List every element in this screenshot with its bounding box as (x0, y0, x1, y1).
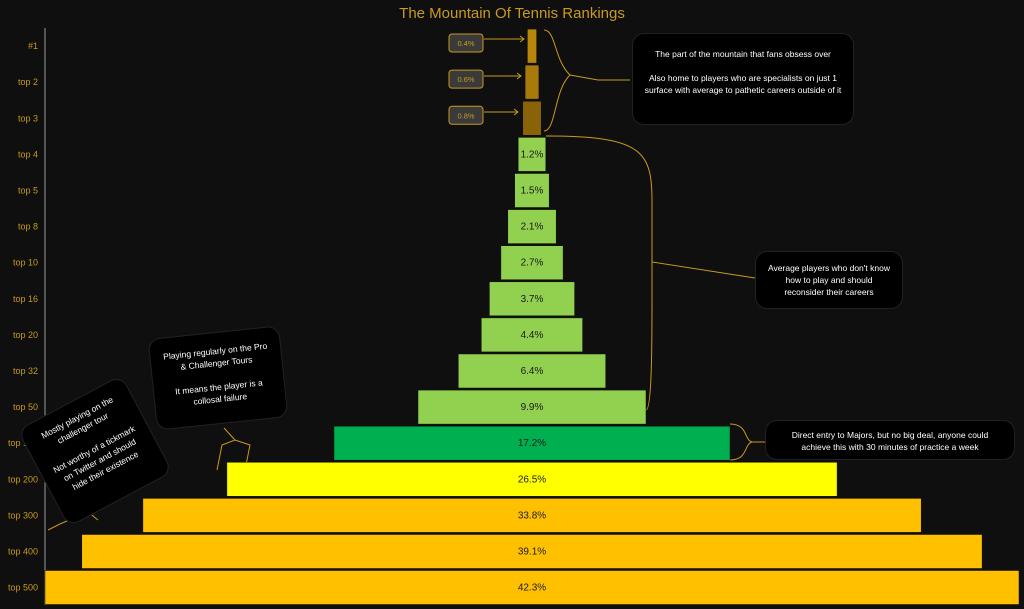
bar-value-label: 0.4% (457, 39, 474, 48)
bar-label-box (448, 69, 484, 89)
bar-top-3 (522, 101, 542, 136)
bar-label-box (448, 33, 484, 53)
bar-top-32 (458, 353, 606, 389)
bar-label-box (448, 105, 484, 125)
bar-value-label: 2.7% (521, 258, 544, 269)
bar-top-4 (517, 137, 547, 172)
y-tick-label: top 100 (8, 438, 38, 448)
bar-top-10 (500, 245, 564, 280)
y-tick-label: top 50 (13, 402, 38, 412)
bar-value-label: 17.2% (518, 438, 546, 449)
bar-top-500 (44, 570, 1020, 605)
y-tick-label: top 32 (13, 366, 38, 376)
bar-value-label: 33.8% (518, 510, 546, 521)
brace-top-connector (543, 29, 630, 132)
bar-value-label: 26.5% (518, 474, 546, 485)
bar-value-label: 0.8% (457, 111, 474, 120)
bar-top-50 (417, 389, 647, 425)
bar-value-label: 6.4% (521, 366, 544, 377)
brace-mid-connector (545, 135, 756, 411)
brace-pro-connector (216, 427, 251, 471)
bar-top-5 (514, 173, 550, 208)
bar-top-300 (142, 498, 922, 533)
bar-value-label: 4.4% (521, 330, 544, 341)
bar-top-200 (226, 462, 838, 497)
bar-value-label: 39.1% (518, 547, 546, 558)
bar-value-label: 3.7% (521, 294, 544, 305)
bar-1 (527, 28, 537, 64)
pointer-2 (484, 108, 519, 116)
bar-top-20 (481, 317, 583, 353)
bar-value-label: 1.5% (521, 186, 544, 197)
y-tick-label: top 4 (18, 149, 38, 159)
bar-top-100 (333, 425, 731, 461)
bar-top-8 (507, 209, 557, 244)
note-pro-challenger: Playing regularly on the Pro & Challenge… (147, 325, 289, 431)
bar-value-label: 1.2% (521, 149, 544, 160)
y-tick-label: top 2 (18, 77, 38, 87)
bar-value-label: 42.3% (518, 583, 546, 594)
y-tick-label: top 400 (8, 547, 38, 557)
y-tick-label: top 500 (8, 583, 38, 593)
pointer-1 (484, 72, 522, 80)
note-average-players: Average players who don't know how to pl… (755, 251, 903, 309)
brace-entry-connector (729, 423, 765, 461)
bar-top-400 (81, 534, 983, 569)
y-tick-label: top 5 (18, 186, 38, 196)
y-tick-label: top 8 (18, 222, 38, 232)
bar-top-2 (524, 64, 540, 100)
pointer-0 (484, 35, 525, 43)
y-tick-label: top 200 (8, 474, 38, 484)
y-tick-label: top 20 (13, 330, 38, 340)
bar-value-label: 9.9% (521, 402, 544, 413)
bar-top-16 (489, 281, 575, 317)
y-tick-label: top 16 (13, 294, 38, 304)
bar-value-label: 0.6% (457, 75, 474, 84)
note-top-ranks: The part of the mountain that fans obses… (632, 33, 854, 125)
note-direct-entry: Direct entry to Majors, but no big deal,… (765, 420, 1015, 460)
y-tick-label: #1 (28, 41, 38, 51)
y-tick-label: top 10 (13, 258, 38, 268)
y-tick-label: top 3 (18, 113, 38, 123)
chart-title: The Mountain Of Tennis Rankings (399, 5, 625, 22)
bar-value-label: 2.1% (521, 222, 544, 233)
y-tick-label: top 300 (8, 510, 38, 520)
